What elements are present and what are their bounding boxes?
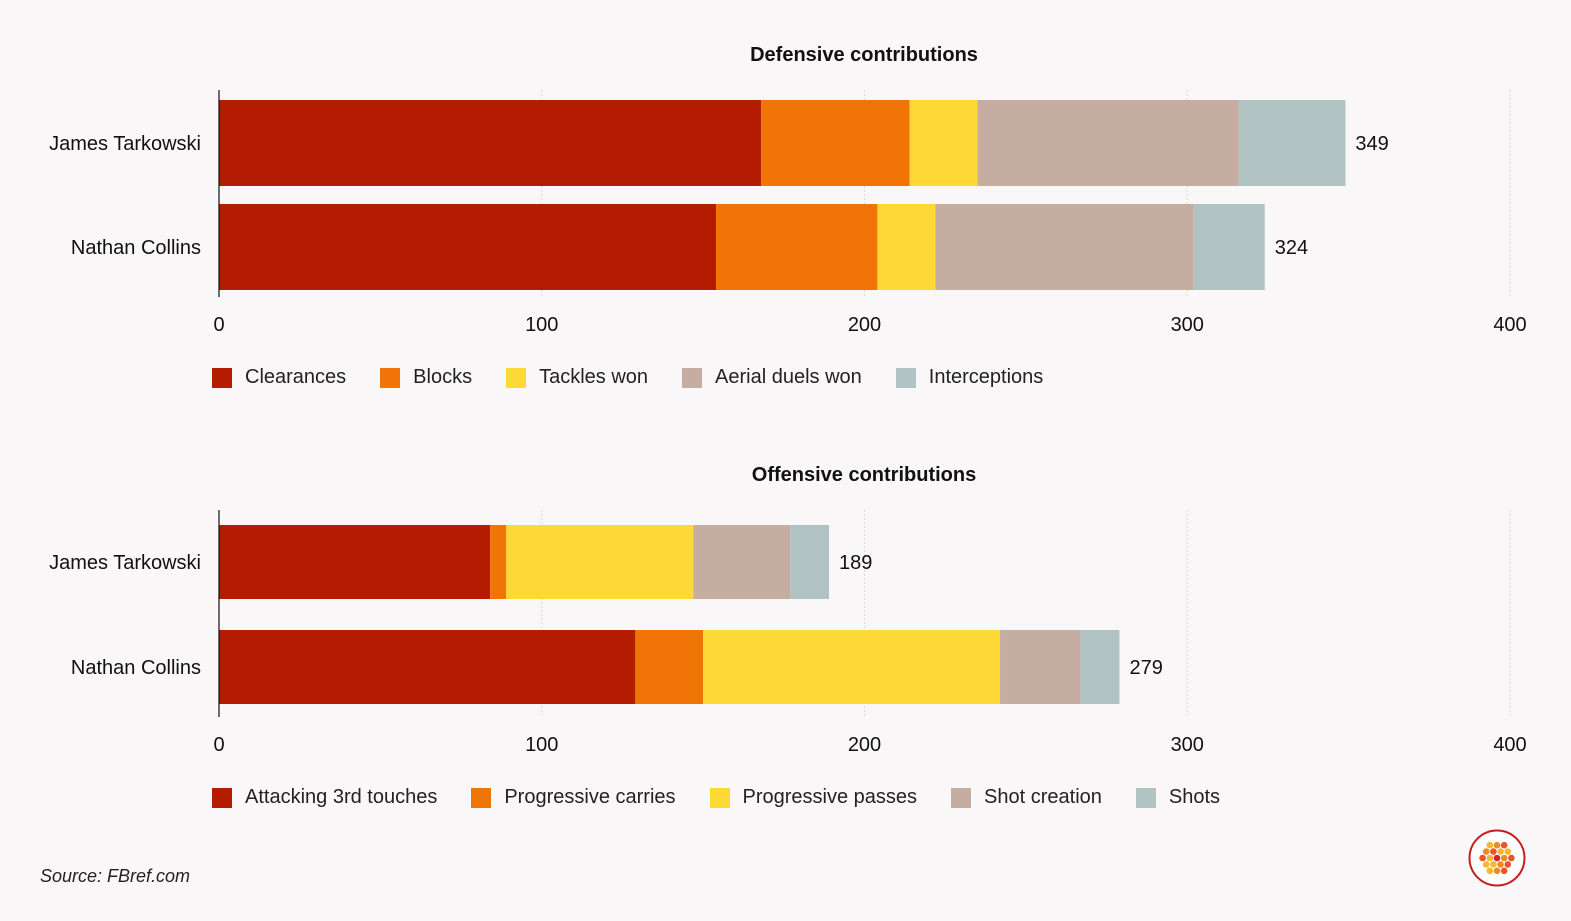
legend-swatch	[506, 367, 527, 388]
legend-label: Tackles won	[539, 366, 649, 388]
legend-label: Interceptions	[928, 366, 1044, 388]
brand-logo-icon	[1468, 829, 1526, 887]
logo-dot	[1486, 841, 1494, 849]
logo-dot	[1504, 848, 1512, 855]
offensive-bar-segment	[506, 525, 694, 599]
offensive-tick-label: 400	[1493, 734, 1526, 756]
logo-dot	[1497, 861, 1504, 868]
legend-swatch	[380, 367, 401, 388]
logo-dot	[1482, 861, 1490, 868]
logo-dot	[1500, 841, 1508, 849]
logo-dot	[1493, 867, 1501, 875]
logo-dot	[1493, 841, 1501, 849]
offensive-bar-segment	[635, 630, 704, 704]
legend-swatch	[895, 367, 916, 388]
defensive-total-label: 324	[1275, 237, 1308, 259]
offensive-bar-segment	[490, 525, 507, 599]
legend-item: Shots	[1135, 786, 1221, 809]
legend-swatch	[951, 787, 972, 808]
legend-swatch	[212, 787, 232, 808]
legend-label: Blocks	[413, 366, 473, 388]
legend-swatch	[709, 787, 730, 808]
legend-swatch	[1135, 787, 1156, 808]
legend-swatch	[471, 787, 492, 808]
defensive-bar-segment	[977, 100, 1239, 186]
defensive-chart-title: Defensive contributions	[750, 44, 978, 66]
defensive-category-label: Nathan Collins	[71, 237, 201, 259]
logo-dot	[1508, 854, 1515, 862]
offensive-bar-segment	[219, 630, 636, 704]
source-note: Source: FBref.com	[40, 866, 191, 886]
logo-dot	[1486, 867, 1494, 875]
legend-item: Progressive carries	[471, 786, 676, 809]
legend-label: Progressive passes	[742, 786, 918, 808]
defensive-legend: Clearances Blocks Tackles won Aerial duels …	[212, 366, 1077, 389]
defensive-bar-segment	[1193, 204, 1265, 290]
legend-item: Clearances	[212, 366, 346, 389]
legend-item: Interceptions	[895, 366, 1044, 389]
defensive-tick-label: 100	[525, 314, 558, 336]
logo-dot	[1486, 854, 1494, 862]
defensive-tick-label: 200	[848, 314, 881, 336]
logo-dot	[1493, 854, 1501, 862]
legend-item: Progressive passes	[709, 786, 918, 809]
defensive-bar-segment	[909, 100, 978, 186]
offensive-bar-segment	[219, 525, 491, 599]
legend-item: Aerial duels won	[682, 366, 862, 389]
defensive-tick-label: 0	[213, 314, 224, 336]
offensive-bar-segment	[1080, 630, 1120, 704]
legend-label: Shots	[1168, 786, 1221, 808]
logo-dot	[1490, 848, 1497, 855]
offensive-bar-segment	[693, 525, 791, 599]
legend-item: Tackles won	[506, 366, 648, 389]
defensive-bar-segment	[1238, 100, 1346, 186]
offensive-bar-segment	[703, 630, 1001, 704]
legend-swatch	[212, 367, 232, 388]
logo-dot	[1500, 867, 1508, 875]
defensive-bar-segment	[877, 204, 936, 290]
offensive-bar-segment	[1000, 630, 1081, 704]
offensive-category-label: Nathan Collins	[71, 657, 201, 679]
legend-label: Aerial duels won	[715, 366, 862, 388]
offensive-tick-label: 300	[1171, 734, 1204, 756]
logo-dot	[1482, 848, 1490, 855]
defensive-total-label: 349	[1355, 133, 1388, 155]
defensive-bar-segment	[219, 204, 717, 290]
offensive-category-label: James Tarkowski	[49, 552, 201, 574]
defensive-bar-segment	[716, 204, 878, 290]
defensive-category-label: James Tarkowski	[49, 133, 201, 155]
logo-dot	[1497, 848, 1504, 855]
offensive-total-label: 279	[1129, 657, 1162, 679]
offensive-tick-label: 100	[525, 734, 558, 756]
offensive-tick-label: 200	[848, 734, 881, 756]
legend-label: Clearances	[245, 366, 347, 388]
offensive-tick-label: 0	[213, 734, 224, 756]
offensive-legend: Attacking 3rd touches Progressive carries…	[212, 786, 1254, 809]
defensive-bar-segment	[935, 204, 1194, 290]
defensive-tick-label: 400	[1493, 314, 1526, 336]
defensive-bar-segment	[761, 100, 910, 186]
logo-dot	[1504, 861, 1512, 868]
legend-item: Attacking 3rd touches	[212, 786, 437, 809]
legend-swatch	[682, 367, 703, 388]
legend-item: Shot creation	[951, 786, 1102, 809]
logo-dot	[1490, 861, 1497, 868]
logo-dot	[1479, 854, 1486, 862]
legend-label: Shot creation	[984, 786, 1102, 808]
offensive-bar-segment	[790, 525, 829, 599]
defensive-tick-label: 300	[1171, 314, 1204, 336]
logo-dot	[1500, 854, 1508, 862]
legend-label: Progressive carries	[504, 786, 676, 808]
offensive-chart-title: Offensive contributions	[752, 464, 976, 486]
legend-item: Blocks	[380, 366, 472, 389]
defensive-bar-segment	[219, 100, 762, 186]
legend-label: Attacking 3rd touches	[245, 786, 438, 808]
offensive-total-label: 189	[839, 552, 872, 574]
